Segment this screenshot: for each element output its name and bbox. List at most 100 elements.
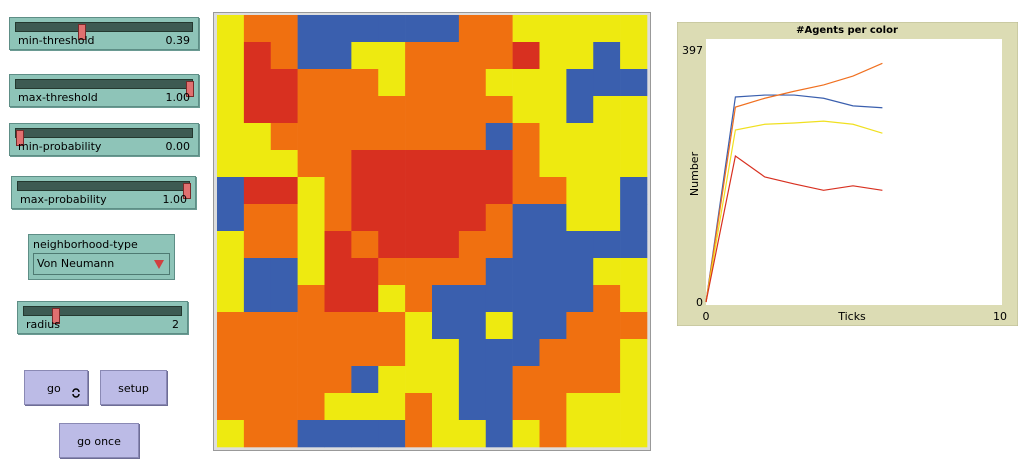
patch: [324, 339, 352, 367]
patch: [432, 177, 460, 205]
patch: [458, 366, 487, 394]
button-label: setup: [118, 382, 149, 395]
patch: [432, 42, 460, 70]
patch: [593, 339, 621, 367]
patch: [620, 312, 648, 340]
patch: [485, 420, 513, 448]
patch: [217, 69, 245, 97]
patch: [539, 285, 567, 313]
patch: [297, 258, 325, 286]
button-label: go once: [77, 435, 121, 448]
patch: [566, 312, 594, 340]
patch: [485, 150, 513, 178]
patch: [432, 312, 460, 340]
patch: [566, 231, 594, 259]
button[interactable]: setup: [100, 370, 167, 405]
patch: [539, 42, 567, 70]
patch: [593, 177, 621, 205]
patch: [485, 15, 513, 43]
patch: [512, 177, 540, 205]
patch: [351, 420, 379, 448]
patch: [217, 312, 245, 340]
patch: [432, 393, 460, 421]
slider[interactable]: max-threshold 1.00: [9, 74, 199, 107]
slider-track: [17, 181, 191, 199]
series-line: [705, 120, 883, 303]
patch: [593, 312, 621, 340]
patch: [217, 258, 245, 286]
patch: [620, 123, 648, 151]
patch: [351, 69, 379, 97]
patch: [351, 339, 379, 367]
patch: [512, 366, 540, 394]
chooser[interactable]: neighborhood-type Von Neumann: [28, 234, 175, 280]
patch: [378, 204, 406, 232]
patch: [593, 96, 621, 124]
slider[interactable]: radius 2: [17, 301, 188, 334]
patch: [485, 96, 513, 124]
patch: [458, 204, 487, 232]
patch: [324, 204, 352, 232]
patch: [217, 285, 245, 313]
series-line: [705, 154, 883, 303]
patch: [351, 231, 379, 259]
patch: [485, 339, 513, 367]
patch: [217, 393, 245, 421]
patch: [432, 123, 460, 151]
patch: [512, 312, 540, 340]
patch: [378, 366, 406, 394]
patch: [620, 150, 648, 178]
plot: #Agents per color Ticks Number 0 397 0 10: [677, 22, 1018, 326]
patch: [324, 312, 352, 340]
patch: [378, 285, 406, 313]
patch: [378, 123, 406, 151]
y-tick-label: 397: [682, 44, 703, 57]
patch: [432, 204, 460, 232]
slider-handle[interactable]: [78, 24, 86, 40]
patch: [458, 231, 487, 259]
patch: [324, 366, 352, 394]
patch: [378, 69, 406, 97]
slider[interactable]: min-threshold 0.39: [9, 17, 199, 50]
plot-title: #Agents per color: [796, 25, 898, 36]
patch: [593, 285, 621, 313]
patch: [432, 231, 460, 259]
patch: [512, 150, 540, 178]
patch: [620, 15, 648, 43]
patch: [539, 258, 567, 286]
patch: [378, 177, 406, 205]
patch: [243, 231, 272, 259]
patch: [243, 339, 272, 367]
patch: [405, 96, 433, 124]
patch: [351, 177, 379, 205]
patch: [539, 231, 567, 259]
slider[interactable]: max-probability 1.00: [11, 176, 196, 209]
patch: [324, 123, 352, 151]
button[interactable]: go once: [59, 423, 139, 458]
patch: [243, 150, 272, 178]
patch: [432, 339, 460, 367]
slider-handle[interactable]: [186, 81, 194, 97]
x-tick-label: 10: [993, 310, 1007, 323]
forever-icon: [72, 388, 80, 398]
patch: [378, 258, 406, 286]
patch: [351, 123, 379, 151]
slider-handle[interactable]: [183, 183, 191, 199]
patch: [458, 15, 487, 43]
patch: [324, 42, 352, 70]
patch: [270, 339, 298, 367]
patch: [270, 204, 298, 232]
chooser-box[interactable]: Von Neumann: [33, 253, 170, 275]
patch: [485, 366, 513, 394]
world-view: [213, 12, 651, 451]
patch: [351, 285, 379, 313]
patch: [351, 42, 379, 70]
slider-handle[interactable]: [16, 130, 24, 146]
button[interactable]: go: [24, 370, 88, 405]
patch: [593, 258, 621, 286]
patch: [297, 420, 325, 448]
slider-handle[interactable]: [52, 308, 60, 324]
slider[interactable]: min-probability 0.00: [9, 123, 199, 156]
patch: [432, 420, 460, 448]
patch: [432, 258, 460, 286]
